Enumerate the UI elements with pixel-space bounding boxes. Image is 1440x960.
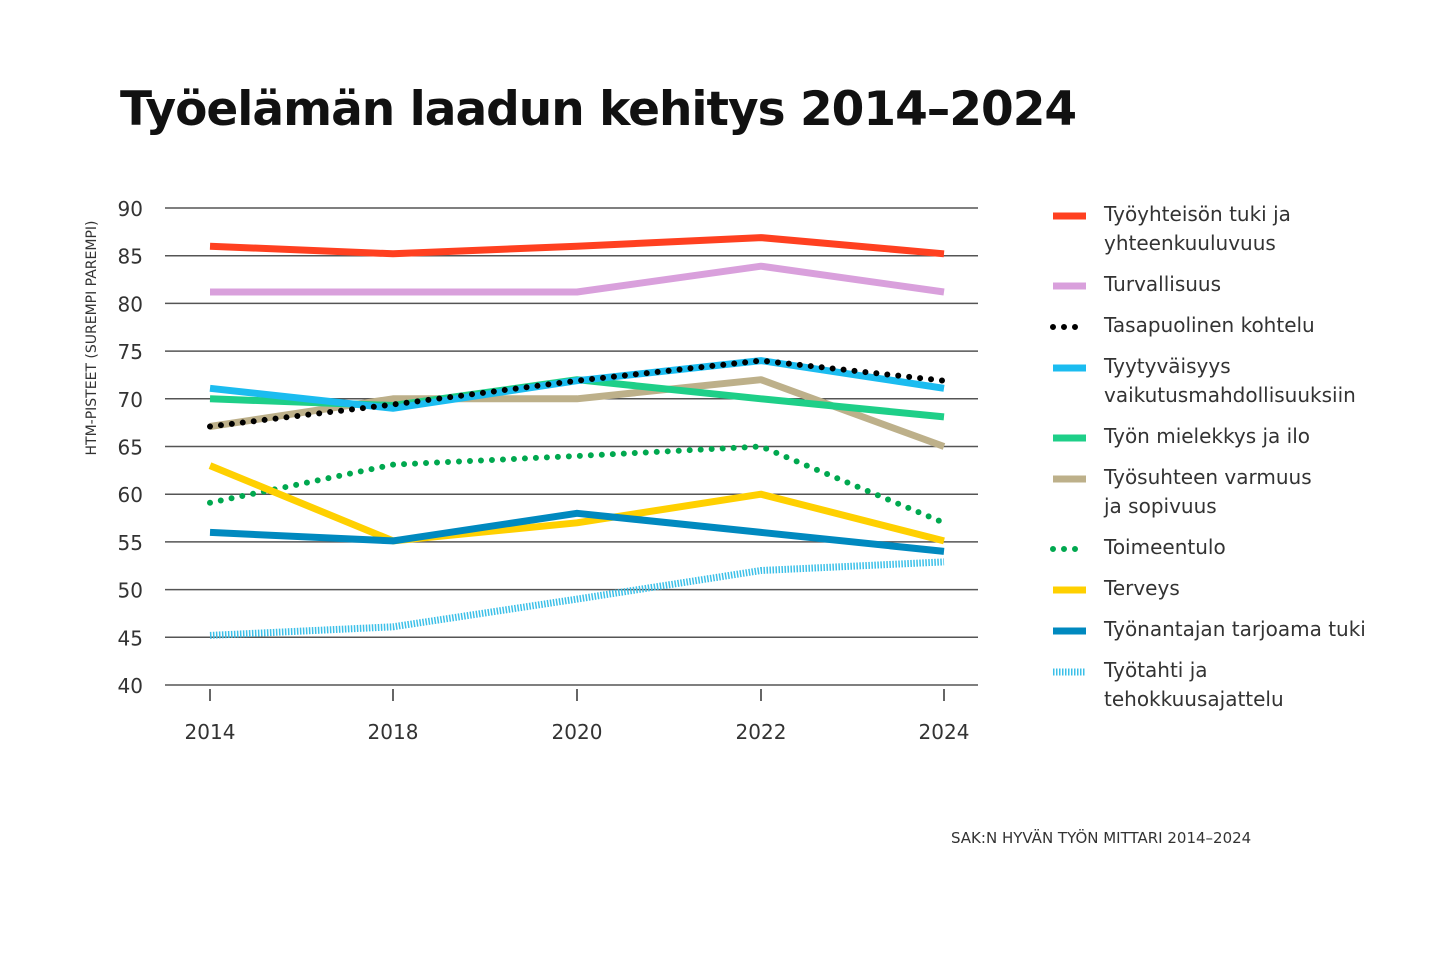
line-chart: 40 45 50 55 60 65 70 75 80 85 90 2014 2018 2020 2022 20… xyxy=(84,197,978,744)
legend-item: Tyytyväisyys vaikutusmahdollisuuksiin xyxy=(1050,352,1430,410)
y-tick-label: 45 xyxy=(118,626,143,650)
legend-swatch xyxy=(1050,546,1089,552)
legend-swatch xyxy=(1053,586,1086,594)
legend: Työyhteisön tuki ja yhteenkuuluvuus Turval… xyxy=(1050,200,1430,726)
legend-swatch xyxy=(1053,434,1086,442)
y-tick-label: 85 xyxy=(118,245,143,269)
legend-swatch xyxy=(1053,475,1086,483)
y-tick-label: 65 xyxy=(118,436,143,460)
legend-item: Toimeentulo xyxy=(1050,533,1430,562)
chart-title: Työelämän laadun kehitys 2014–2024 xyxy=(120,82,1077,137)
legend-label: Työsuhteen varmuus xyxy=(1104,465,1312,489)
legend-label: Työn mielekkys ja ilo xyxy=(1104,424,1310,448)
y-tick-label: 55 xyxy=(118,531,143,555)
legend-item: Työnantajan tarjoama tuki xyxy=(1050,615,1430,644)
x-tick-label: 2022 xyxy=(736,720,787,744)
legend-label: ja sopivuus xyxy=(1104,494,1217,518)
legend-label: Työnantajan tarjoama tuki xyxy=(1104,617,1366,641)
y-tick-label: 80 xyxy=(118,292,143,316)
legend-swatch xyxy=(1053,668,1086,676)
legend-label: vaikutusmahdollisuuksiin xyxy=(1104,383,1356,407)
y-tick-label: 40 xyxy=(118,674,143,698)
legend-item: Työtahti ja tehokkuusajattelu xyxy=(1050,656,1430,714)
legend-swatch xyxy=(1053,364,1086,372)
legend-item: Työn mielekkys ja ilo xyxy=(1050,422,1430,451)
legend-swatch xyxy=(1050,324,1089,330)
legend-item: Työyhteisön tuki ja yhteenkuuluvuus xyxy=(1050,200,1430,258)
series-line-8 xyxy=(209,509,945,555)
legend-label: tehokkuusajattelu xyxy=(1104,687,1284,711)
y-tick-label: 90 xyxy=(118,197,143,221)
legend-label: Tyytyväisyys xyxy=(1104,354,1231,378)
source-note: SAK:N HYVÄN TYÖN MITTARI 2014–2024 xyxy=(951,829,1252,847)
x-tick-label: 2018 xyxy=(368,720,419,744)
series-line-6 xyxy=(207,443,947,526)
legend-swatch xyxy=(1053,282,1086,290)
legend-item: Turvallisuus xyxy=(1050,270,1430,299)
series-line-5 xyxy=(207,357,947,430)
series-line-1 xyxy=(210,262,945,296)
legend-label: Toimeentulo xyxy=(1104,535,1226,559)
legend-label: Työtahti ja xyxy=(1104,658,1208,682)
legend-item: Tasapuolinen kohtelu xyxy=(1050,311,1430,340)
y-tick-label: 60 xyxy=(118,483,143,507)
legend-label: Terveys xyxy=(1104,576,1180,600)
series-line-0 xyxy=(209,234,945,258)
legend-item: Terveys xyxy=(1050,574,1430,603)
series-line-7 xyxy=(208,462,945,545)
series-line-9 xyxy=(209,558,945,639)
y-tick-label: 50 xyxy=(118,579,143,603)
legend-label: yhteenkuuluvuus xyxy=(1104,231,1276,255)
legend-swatch xyxy=(1053,212,1086,220)
x-tick-label: 2014 xyxy=(185,720,236,744)
legend-item: Työsuhteen varmuus ja sopivuus xyxy=(1050,463,1430,521)
y-axis-label: HTM-PISTEET (SUREMPI PAREMPI) xyxy=(84,221,100,456)
x-tick-label: 2024 xyxy=(919,720,970,744)
legend-label: Turvallisuus xyxy=(1104,272,1222,296)
x-tick-label: 2020 xyxy=(552,720,603,744)
y-tick-label: 75 xyxy=(118,340,143,364)
legend-swatch xyxy=(1053,627,1086,635)
legend-label: Työyhteisön tuki ja xyxy=(1104,202,1291,226)
y-tick-label: 70 xyxy=(118,388,143,412)
legend-label: Tasapuolinen kohtelu xyxy=(1104,313,1315,337)
